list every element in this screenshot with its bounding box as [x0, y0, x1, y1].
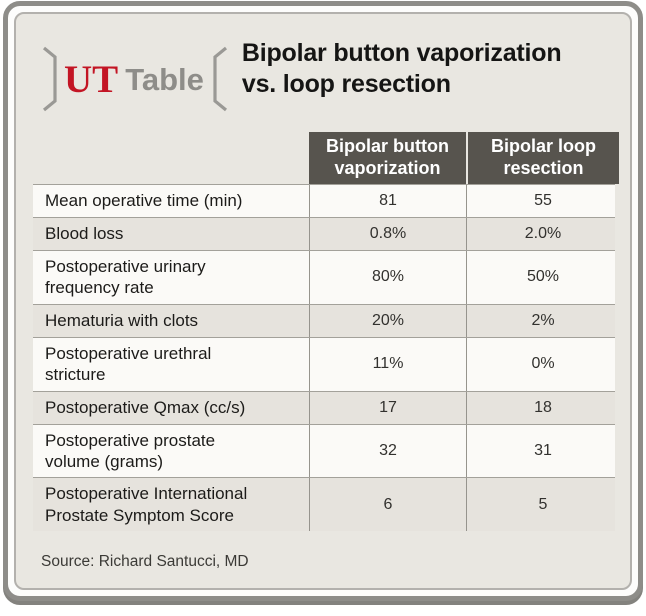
table-row: Postoperative International Prostate Sym… [33, 477, 615, 532]
row-value-loop-resection: 31 [466, 424, 619, 478]
row-value-loop-resection: 55 [466, 185, 619, 217]
row-label: Postoperative Qmax (cc/s) [45, 397, 246, 417]
table-row: Postoperative urinary frequency rate 80%… [33, 250, 615, 304]
row-value-button-vaporization: 20% [309, 304, 466, 337]
page-title: Bipolar button vaporization vs. loop res… [241, 39, 562, 98]
masthead: UT Table Bipolar button vaporization vs.… [41, 36, 615, 112]
row-value-button-vaporization: 17 [309, 391, 466, 424]
row-label: Postoperative urinary frequency rate [45, 257, 206, 298]
row-label: Postoperative International Prostate Sym… [45, 484, 248, 525]
table-row: Hematuria with clots 20% 2% [33, 303, 615, 337]
table-card: UT Table Bipolar button vaporization vs.… [3, 1, 643, 601]
source-line: Source: Richard Santucci, MD [41, 553, 249, 571]
column-header-button-vaporization: Bipolar button vaporization [309, 132, 466, 184]
header-spacer [33, 132, 309, 184]
row-value-button-vaporization: 81 [309, 185, 466, 217]
brand-table-word: Table [125, 61, 204, 97]
row-label: Postoperative prostate volume (grams) [45, 430, 216, 472]
row-value-button-vaporization: 32 [309, 424, 466, 478]
table-row: Postoperative urethral stricture 11% 0% [33, 336, 615, 391]
row-value-button-vaporization: 80% [309, 251, 466, 304]
column-header-loop-resection: Bipolar loop resection [466, 132, 619, 184]
table-row: Mean operative time (min) 81 55 [33, 184, 615, 217]
row-value-loop-resection: 18 [466, 391, 619, 424]
card-inner: UT Table Bipolar button vaporization vs.… [14, 12, 632, 590]
row-value-button-vaporization: 6 [309, 478, 466, 532]
comparison-table: Bipolar button vaporization Bipolar loop… [33, 132, 619, 532]
table-row: Blood loss 0.8% 2.0% [33, 217, 615, 250]
row-value-loop-resection: 2.0% [466, 218, 619, 250]
row-value-loop-resection: 50% [466, 251, 619, 304]
row-value-button-vaporization: 11% [309, 337, 466, 391]
row-label: Mean operative time (min) [45, 191, 243, 211]
row-value-loop-resection: 2% [466, 304, 619, 337]
table-row: Postoperative Qmax (cc/s) 17 18 [33, 390, 615, 424]
row-value-loop-resection: 5 [466, 478, 619, 532]
row-label: Hematuria with clots [45, 311, 199, 331]
row-label: Blood loss [45, 224, 124, 244]
left-bracket-icon [42, 46, 57, 112]
ut-table-logo: UT Table [41, 46, 229, 112]
row-value-button-vaporization: 0.8% [309, 218, 466, 250]
table-header-row: Bipolar button vaporization Bipolar loop… [33, 132, 619, 184]
row-value-loop-resection: 0% [466, 337, 619, 391]
brand-ut: UT [64, 57, 119, 101]
right-bracket-icon [213, 46, 227, 112]
table-row: Postoperative prostate volume (grams) 32… [33, 423, 615, 478]
row-label: Postoperative urethral stricture [45, 343, 212, 385]
table-body: Mean operative time (min) 81 55 Blood lo… [33, 184, 615, 532]
